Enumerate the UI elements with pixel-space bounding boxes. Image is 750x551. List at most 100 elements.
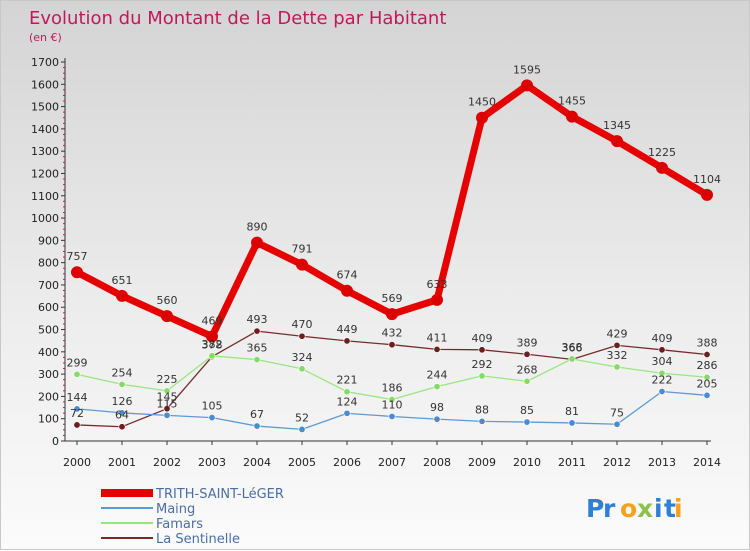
series-point <box>613 420 621 428</box>
proxiti-logo: Pr o x i ti <box>586 494 683 523</box>
series-point <box>611 135 623 148</box>
data-label: 469 <box>202 314 223 327</box>
data-label: 75 <box>610 406 624 419</box>
data-label: 569 <box>382 292 403 305</box>
series-point <box>343 409 351 417</box>
data-label: 378 <box>202 339 223 352</box>
y-tick-label: 1300 <box>31 145 59 158</box>
series-point <box>658 346 666 354</box>
x-tick-label: 2014 <box>693 456 721 469</box>
series-point <box>298 332 306 340</box>
x-tick-label: 2012 <box>603 456 631 469</box>
data-label: 98 <box>430 401 444 414</box>
series-point <box>73 405 81 413</box>
series-point <box>253 327 261 335</box>
data-label: 1104 <box>693 173 721 186</box>
series-point <box>343 337 351 345</box>
data-label: 126 <box>112 395 133 408</box>
data-label: 365 <box>247 342 268 355</box>
series-point <box>253 422 261 430</box>
x-tick-label: 2007 <box>378 456 406 469</box>
series-point <box>433 415 441 423</box>
data-label: 1595 <box>513 63 541 76</box>
legend-label: TRITH-SAINT-LéGER <box>155 487 284 502</box>
data-label: 449 <box>337 323 358 336</box>
data-label: 254 <box>112 366 133 379</box>
logo-letter: r <box>603 494 616 523</box>
series-point <box>161 310 173 323</box>
series-point <box>73 370 81 378</box>
series-point <box>388 412 396 420</box>
data-label: 145 <box>157 391 178 404</box>
x-tick-label: 2011 <box>558 456 586 469</box>
series-point <box>206 330 218 343</box>
data-label: 791 <box>292 243 313 256</box>
series-point <box>568 419 576 427</box>
data-label: 292 <box>472 358 493 371</box>
data-label: 304 <box>652 355 673 368</box>
x-tick-label: 2001 <box>108 456 136 469</box>
y-tick-label: 200 <box>38 390 59 403</box>
series-point <box>251 236 263 249</box>
series-point <box>73 421 81 429</box>
data-label: 1225 <box>648 146 676 159</box>
data-label: 389 <box>517 336 538 349</box>
data-label: 651 <box>112 274 133 287</box>
data-label: 411 <box>427 331 448 344</box>
data-label: 115 <box>157 397 178 410</box>
series-point <box>388 396 396 404</box>
data-label: 221 <box>337 374 358 387</box>
data-label: 429 <box>607 327 628 340</box>
x-tick-label: 2009 <box>468 456 496 469</box>
series-point <box>613 341 621 349</box>
x-tick-label: 2004 <box>243 456 271 469</box>
x-tick-label: 2010 <box>513 456 541 469</box>
data-labels: 72 64 145 378 493 470 449 432 411 409 389 366 429 409… <box>67 63 722 424</box>
data-label: 470 <box>292 318 313 331</box>
data-label: 757 <box>67 250 88 263</box>
data-label: 85 <box>520 404 534 417</box>
x-tick-label: 2006 <box>333 456 361 469</box>
x-tick-label: 2008 <box>423 456 451 469</box>
series-point <box>568 355 576 363</box>
axes: 0 100 200 300 400 500 600 700 800 900 1000 1100 1200… <box>31 56 721 469</box>
x-tick-label: 2000 <box>63 456 91 469</box>
x-tick-label: 2013 <box>648 456 676 469</box>
series-point <box>478 372 486 380</box>
logo-letter: i <box>674 494 683 523</box>
data-label: 225 <box>157 373 178 386</box>
data-label: 1450 <box>468 96 496 109</box>
data-label: 88 <box>475 403 489 416</box>
series-point <box>208 352 216 360</box>
data-label: 244 <box>427 369 448 382</box>
y-tick-label: 1500 <box>31 101 59 114</box>
series-point <box>343 388 351 396</box>
y-tick-label: 700 <box>38 279 59 292</box>
y-tick-label: 0 <box>52 435 59 448</box>
series-point <box>523 418 531 426</box>
y-tick-label: 800 <box>38 257 59 270</box>
y-tick-label: 500 <box>38 324 59 337</box>
series-point <box>613 363 621 371</box>
series-point <box>433 383 441 391</box>
data-label: 493 <box>247 313 268 326</box>
series-point <box>523 377 531 385</box>
data-label: 388 <box>697 336 718 349</box>
series-point <box>118 423 126 431</box>
data-label: 144 <box>67 391 88 404</box>
data-label: 268 <box>517 363 538 376</box>
x-tick-label: 2005 <box>288 456 316 469</box>
chart-title: Evolution du Montant de la Dette par Hab… <box>29 8 446 29</box>
series-point <box>118 380 126 388</box>
series-point <box>163 411 171 419</box>
series-point <box>386 308 398 321</box>
data-label: 674 <box>337 269 358 282</box>
y-tick-label: 900 <box>38 234 59 247</box>
series-layer <box>71 79 713 433</box>
data-label: 409 <box>652 332 673 345</box>
series-point <box>521 79 533 92</box>
data-label: 332 <box>607 349 628 362</box>
series-point <box>478 417 486 425</box>
series-point <box>296 258 308 271</box>
